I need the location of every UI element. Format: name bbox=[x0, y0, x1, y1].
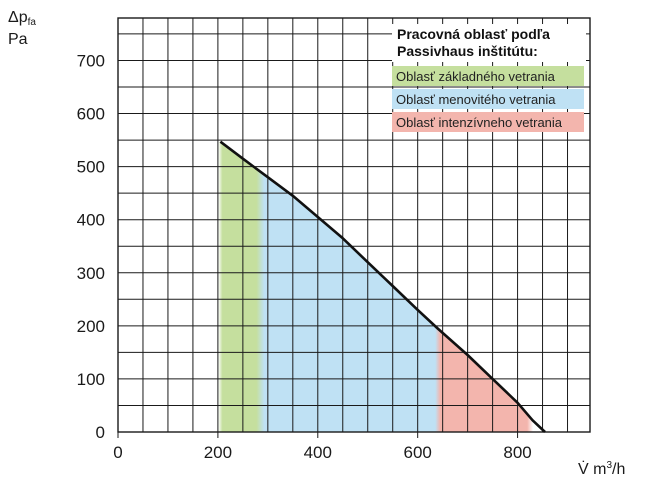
legend-title-line-1: Pracovná oblasť podľa bbox=[397, 26, 550, 42]
x-tick-label: 600 bbox=[403, 443, 431, 462]
region-blend-1 bbox=[256, 168, 265, 432]
x-axis-title: V̇ m3/h bbox=[578, 460, 625, 478]
legend-items: Oblasť základného vetrania Oblasť menovit… bbox=[392, 66, 584, 132]
y-tick-label: 0 bbox=[96, 423, 105, 442]
legend-item-1: Oblasť základného vetrania bbox=[392, 66, 584, 86]
plot-frame bbox=[117, 17, 591, 433]
grid bbox=[117, 17, 591, 438]
region-2 bbox=[260, 171, 438, 432]
y-tick-label: 200 bbox=[77, 317, 105, 336]
tick-labels: 0 100 200 300 400 500 600 700 0 200 400 600 800 bbox=[77, 51, 532, 462]
legend-title-line-2: Passivhaus inštitútu: bbox=[397, 43, 538, 59]
region-blend-3 bbox=[527, 413, 534, 432]
x-axis-label: V̇ m3/h bbox=[578, 460, 625, 478]
working-regions bbox=[218, 141, 534, 432]
legend-item-label: Oblasť základného vetrania bbox=[396, 69, 556, 84]
x-tick-label: 400 bbox=[304, 443, 332, 462]
legend-title-bg bbox=[392, 24, 586, 62]
y-tick-label: 500 bbox=[77, 158, 105, 177]
y-tick-label: 700 bbox=[77, 51, 105, 70]
fan-curve-line bbox=[219, 140, 546, 433]
y-tick-label: 400 bbox=[77, 211, 105, 230]
x-tick-label: 200 bbox=[204, 443, 232, 462]
y-tick-label: 100 bbox=[77, 370, 105, 389]
region-blend-4 bbox=[218, 141, 223, 432]
legend-swatch bbox=[392, 89, 584, 109]
legend: Pracovná oblasť podľa Passivhaus inštitú… bbox=[392, 24, 586, 132]
legend-item-2: Oblasť menovitého vetrania bbox=[392, 89, 584, 109]
region-1 bbox=[220, 141, 261, 432]
fan-curve-layer bbox=[219, 140, 546, 433]
y-axis-label: Δpfa bbox=[8, 9, 36, 28]
legend-item-3: Oblasť intenzívneho vetrania bbox=[392, 112, 584, 132]
legend-item-label: Oblasť intenzívneho vetrania bbox=[396, 115, 563, 130]
x-tick-label: 0 bbox=[113, 443, 122, 462]
region-3 bbox=[437, 328, 531, 432]
y-tick-label: 300 bbox=[77, 264, 105, 283]
y-axis-unit: Pa bbox=[8, 31, 28, 48]
legend-swatch bbox=[392, 112, 584, 132]
y-axis-title: Δpfa Pa bbox=[8, 9, 36, 48]
y-tick-label: 600 bbox=[77, 105, 105, 124]
legend-swatch bbox=[392, 66, 584, 86]
x-tick-label: 800 bbox=[503, 443, 531, 462]
legend-item-label: Oblasť menovitého vetrania bbox=[396, 92, 556, 107]
